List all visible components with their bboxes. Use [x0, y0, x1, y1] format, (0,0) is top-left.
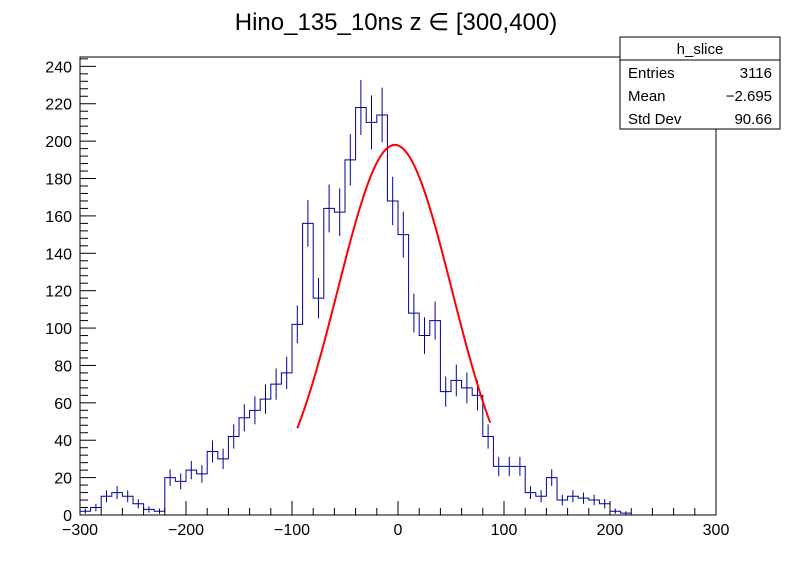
x-tick-label: −100: [274, 522, 310, 539]
x-tick-label: 200: [597, 522, 624, 539]
y-tick-label: 20: [54, 471, 72, 488]
axes: −300 −200 −100 0 100 200 300 0 20 40 60 80 100 120 140…: [45, 58, 730, 539]
stats-box-title: h_slice: [677, 41, 724, 58]
chart-title: Hino_135_10ns z ∈ [300,400): [235, 9, 557, 36]
y-tick-label: 160: [45, 209, 72, 226]
x-tick-label: 0: [394, 522, 403, 539]
y-tick-label: 60: [54, 396, 72, 413]
stats-label-entries: Entries: [628, 65, 675, 82]
y-tick-label: 100: [45, 321, 72, 338]
stats-value-entries: 3116: [740, 65, 772, 82]
y-tick-label: 0: [63, 508, 72, 525]
stats-box: h_slice Entries 3116 Mean −2.695 Std Dev…: [619, 36, 781, 130]
y-tick-label: 140: [45, 246, 72, 263]
x-tick-label: 100: [491, 522, 518, 539]
fit-curve: [296, 143, 492, 429]
y-tick-label: 240: [45, 59, 72, 76]
x-tick-label: −200: [168, 522, 204, 539]
stats-label-stddev: Std Dev: [628, 111, 682, 128]
histogram-series: [79, 79, 632, 515]
y-tick-label: 200: [45, 134, 72, 151]
y-tick-label: 120: [45, 284, 72, 301]
y-tick-label: 180: [45, 172, 72, 189]
stats-value-stddev: 90.66: [734, 111, 772, 128]
x-tick-label: 300: [703, 522, 730, 539]
y-tick-label: 80: [54, 358, 72, 375]
stats-box-frame: [619, 36, 781, 130]
histogram-outline: [79, 106, 632, 515]
stats-value-mean: −2.695: [726, 88, 772, 105]
fit-series: [296, 143, 492, 429]
x-tick-label: −300: [62, 522, 98, 539]
y-tick-label: 220: [45, 97, 72, 114]
y-tick-label: 40: [54, 433, 72, 450]
stats-label-mean: Mean: [628, 88, 666, 105]
